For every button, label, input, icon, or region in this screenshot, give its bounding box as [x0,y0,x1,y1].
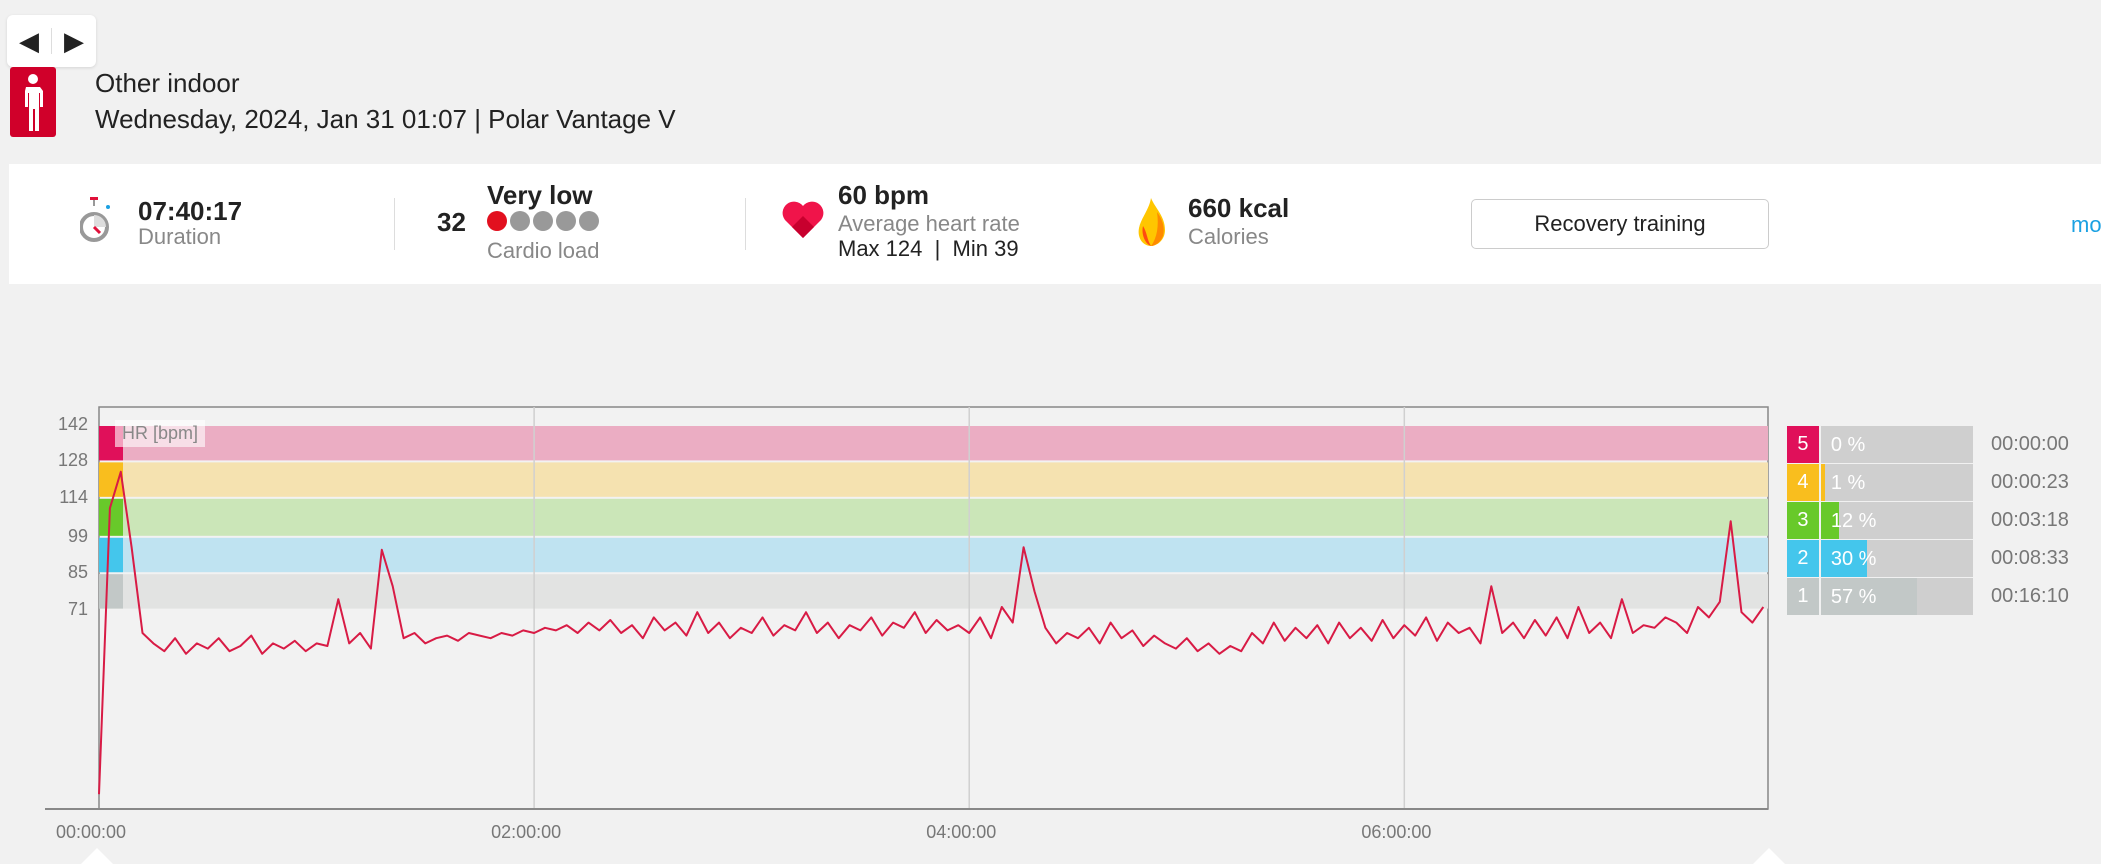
zone-number: 4 [1787,464,1819,501]
triangle-left-icon: ◀ [19,25,39,56]
training-type-button[interactable]: Recovery training [1471,199,1769,249]
person-standing-icon [10,67,56,137]
sport-title: Other indoor [95,68,240,98]
divider [745,198,746,250]
zone-time: 00:00:00 [1991,433,2069,455]
load-dot [579,211,599,231]
range-start-handle[interactable] [81,848,113,864]
zone-number: 3 [1787,502,1819,539]
zone-percent: 12 % [1830,510,1877,532]
cardio-load-dots [487,211,602,236]
zone-bar-fill [1820,502,1840,539]
y-tick-label: 114 [59,486,88,507]
zone-band-2 [99,537,1768,573]
y-tick-label: 142 [57,414,88,434]
load-dot [556,211,576,231]
y-tick-label: 85 [67,562,88,583]
more-link[interactable]: mo [2071,212,2101,237]
zone-row-1: 1 57 % [1787,578,1973,615]
hr-line [98,470,1765,795]
range-end-handle[interactable] [1753,848,1785,864]
zone-time: 00:03:18 [1991,509,2069,531]
zone-band-4 [99,462,1768,497]
cardio-load-label: Cardio load [487,238,600,263]
zone-bar-fill [1820,578,1917,615]
zone-bar: 0 % [1820,426,1973,463]
calories-label: Calories [1188,224,1269,249]
zone-row-3: 3 12 % [1787,502,1973,539]
y-tick-label: 99 [67,525,88,546]
x-tick-label: 06:00:00 [1361,822,1432,842]
x-tick-label: 02:00:00 [491,822,562,842]
x-tick-label: 04:00:00 [926,822,997,842]
zone-number: 2 [1787,540,1819,577]
load-dot-filled [487,211,507,231]
activity-subtitle: Wednesday, 2024, Jan 31 01:07 | Polar Va… [95,104,676,134]
cardio-load-level: Very low [487,180,593,210]
zone-number: 1 [1787,578,1819,615]
cardio-load-value: 32 [437,207,466,237]
load-dot [510,211,530,231]
heart-icon [781,200,825,245]
zone-bar: 12 % [1820,502,1973,539]
stopwatch-icon [79,197,114,254]
zone-band-3 [99,498,1768,536]
flame-icon [1135,198,1171,253]
zone-strip-2 [99,537,123,573]
zone-band-5 [99,426,1768,461]
y-tick-label: 128 [57,450,88,471]
nav-divider [51,28,52,54]
previous-button[interactable]: ◀ [7,15,51,67]
zone-bar: 1 % [1820,464,1973,501]
zone-bar: 30 % [1820,540,1973,577]
zone-time: 00:00:23 [1991,471,2069,493]
zone-band-1 [99,574,1768,609]
zone-time: 00:08:33 [1991,547,2069,569]
divider [394,198,395,250]
avg-hr-value: 60 bpm [838,180,930,210]
y-axis-label: HR [bpm] [115,420,206,447]
zone-percent: 30 % [1830,548,1877,570]
zone-strip-1 [99,574,123,609]
zone-row-5: 5 0 % [1787,426,1973,463]
zone-bar-fill [1820,464,1826,501]
y-tick-label: 71 [67,598,88,619]
hr-max-min: Max 124 | Min 39 [838,236,1019,261]
calories-value: 660 kcal [1188,193,1290,223]
zone-percent: 0 % [1830,434,1866,456]
load-dot [533,211,553,231]
duration-label: Duration [138,224,222,249]
zone-percent: 57 % [1830,586,1877,608]
zone-percent: 1 % [1830,472,1866,494]
triangle-right-icon: ▶ [64,25,84,56]
zone-number: 5 [1787,426,1819,463]
next-button[interactable]: ▶ [52,15,96,67]
zone-bar-fill [1820,540,1867,577]
zone-row-2: 2 30 % [1787,540,1973,577]
avg-hr-label: Average heart rate [838,211,1020,236]
duration-value: 07:40:17 [138,196,243,226]
zone-bar: 57 % [1820,578,1973,615]
x-tick-label: 00:00:00 [56,822,127,842]
zone-time: 00:16:10 [1991,585,2069,607]
zone-row-4: 4 1 % [1787,464,1973,501]
activity-nav: ◀ ▶ [7,15,96,67]
